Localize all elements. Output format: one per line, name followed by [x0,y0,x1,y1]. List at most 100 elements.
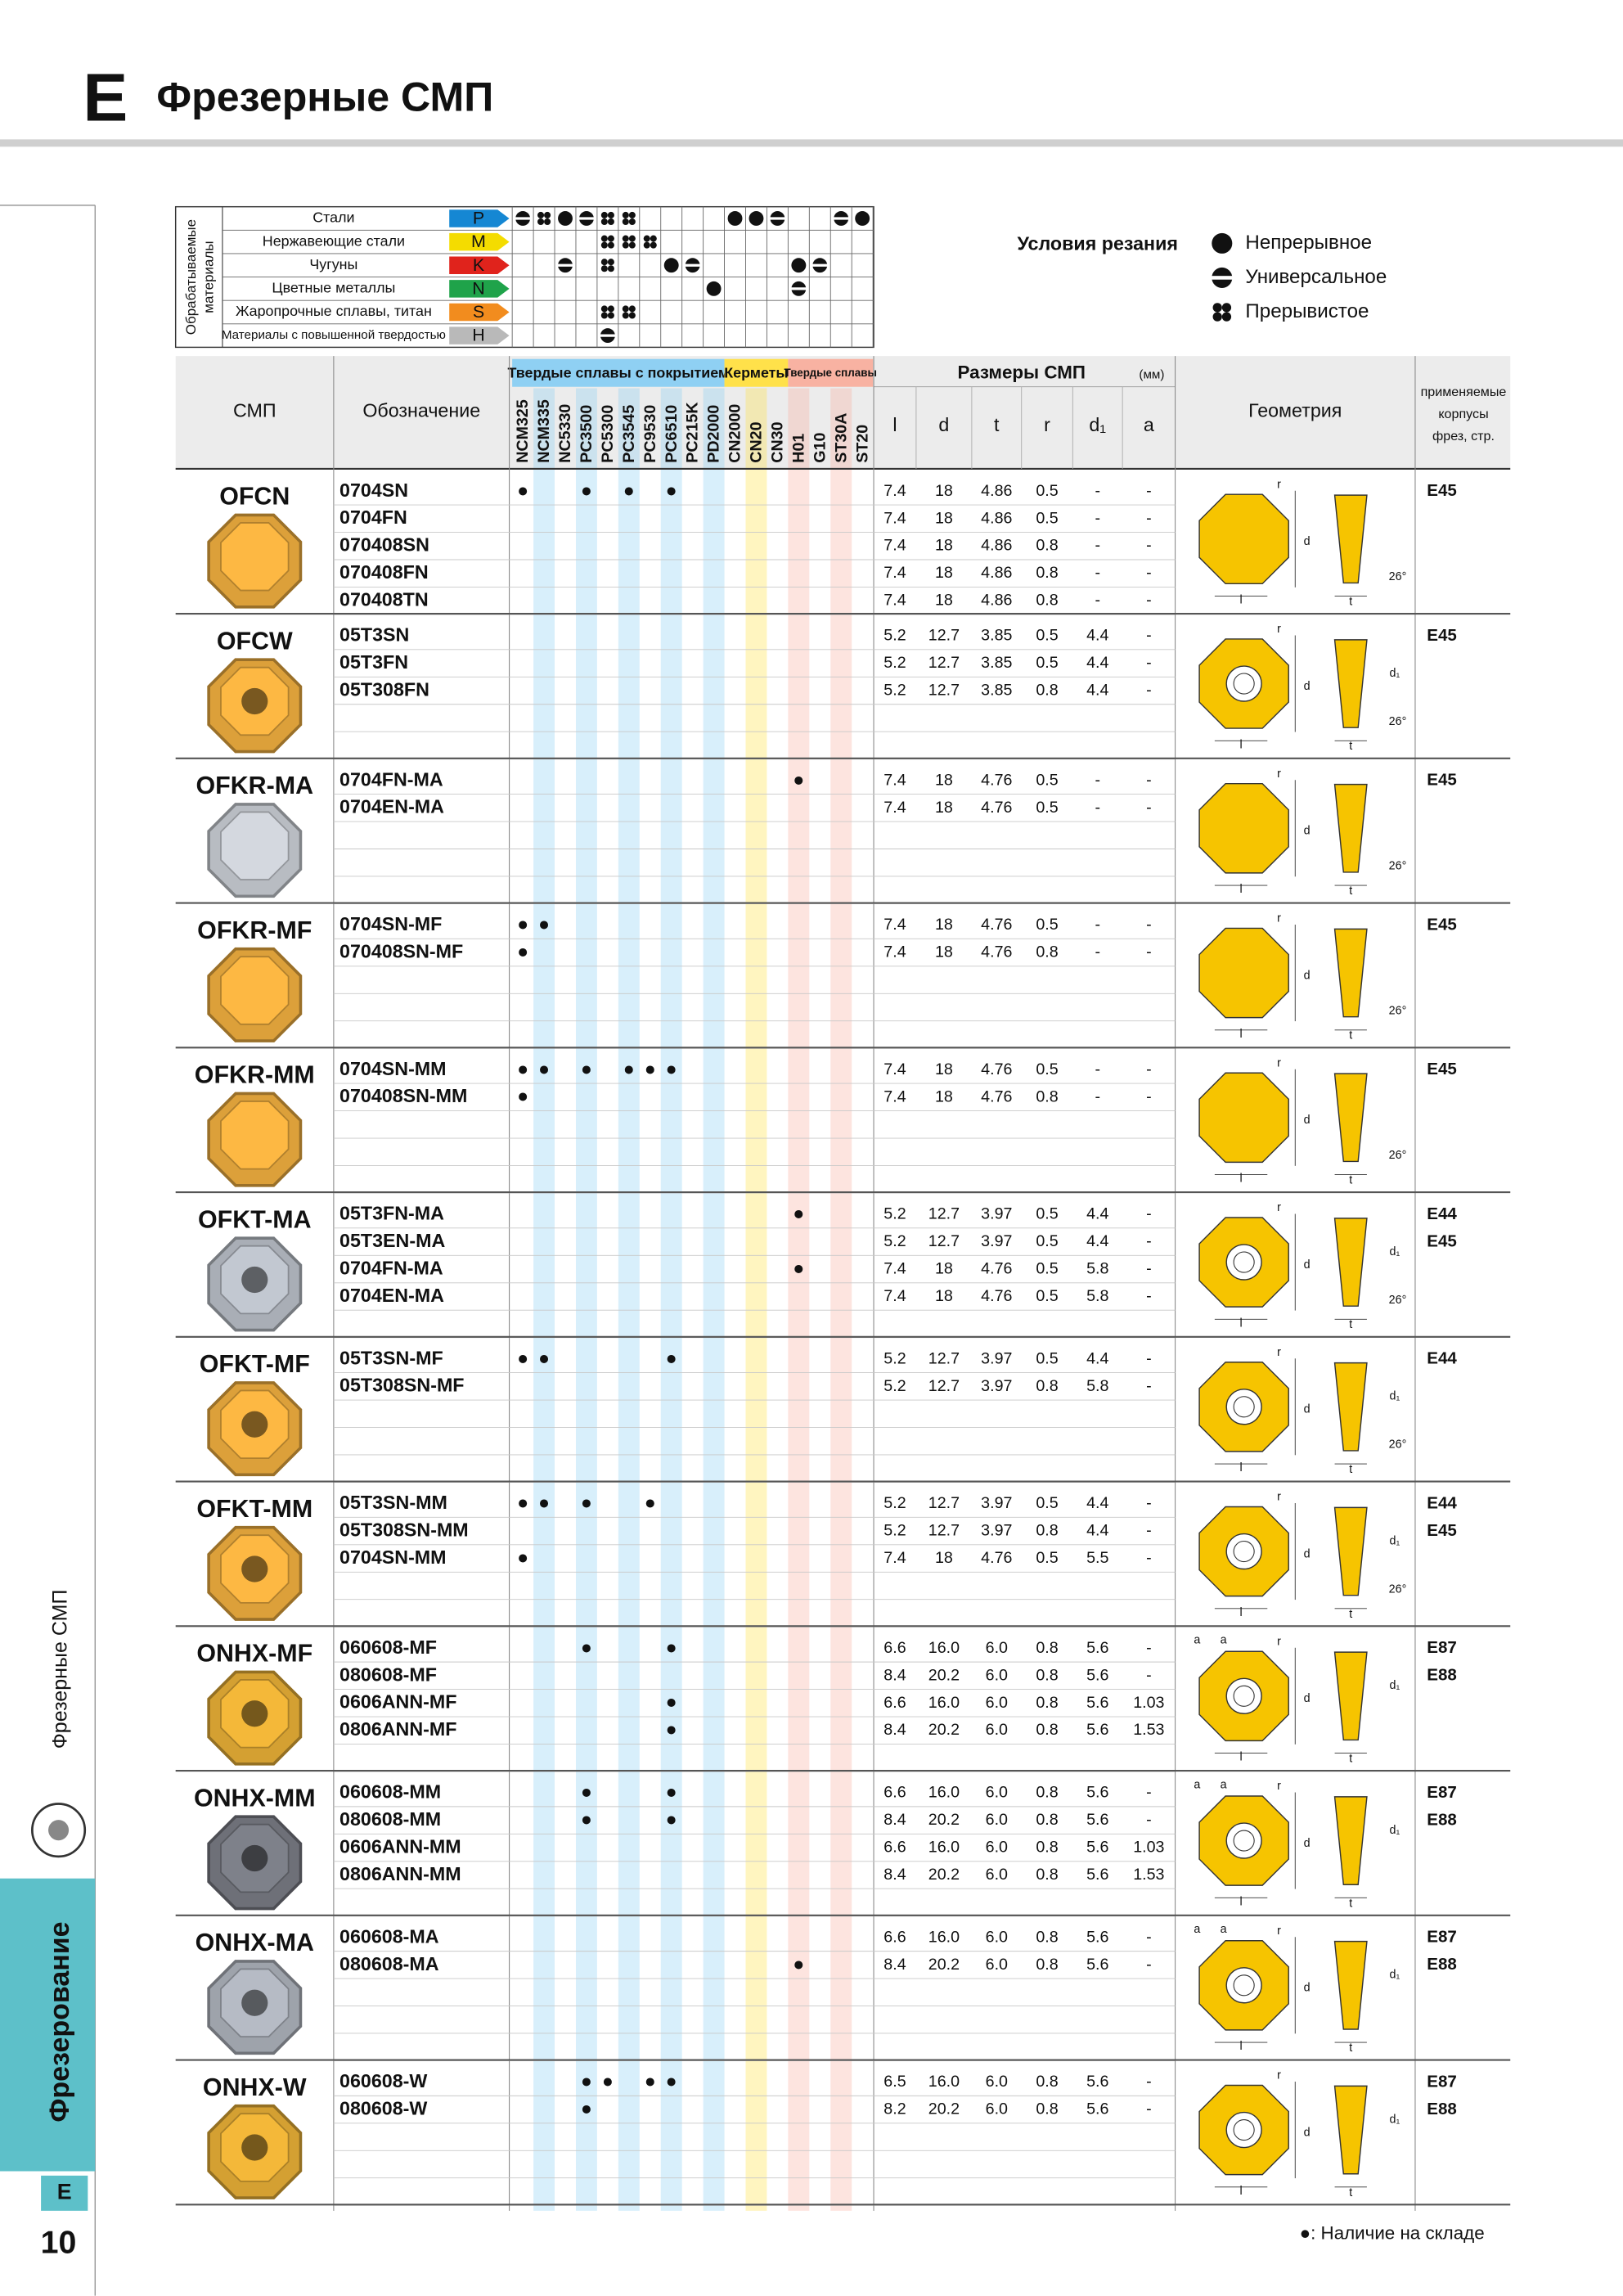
grade-stripe [533,388,555,2211]
grade-stripe [745,388,767,2211]
dim-value: 4.86 [981,482,1012,500]
col-geometry: Геометрия [1248,399,1342,421]
symbol-interrupted [643,241,650,249]
condition-symbol [811,258,829,273]
insert-photo-face [220,1101,290,1170]
condition-symbol [768,211,787,226]
geometry-label: 26° [1389,1004,1407,1017]
symbol-continuous [749,211,764,226]
dim-value: 8.4 [883,1956,906,1974]
symbol-interrupted [607,241,614,249]
dim-value: 4.86 [981,564,1012,582]
page-title: Фрезерные СМП [156,74,493,119]
symbol-interrupted [650,235,657,242]
condition-symbol [1210,267,1234,288]
dim-value: - [1146,1287,1152,1305]
dim-value: 16.0 [928,1839,960,1857]
dim-value: - [1095,771,1100,789]
stock-mark: ● [517,1546,528,1568]
dim-value: 18 [935,1060,953,1078]
body-ref: E88 [1427,1666,1457,1685]
dim-value: 6.6 [883,1639,906,1657]
dim-value: 4.76 [981,1060,1012,1078]
symbol-interrupted [607,259,614,266]
geometry-side [1333,1362,1368,1452]
geometry-label: 26° [1389,1582,1407,1596]
dim-value: 18 [935,771,953,789]
insert-code: 0704SN-MF [339,913,442,934]
geometry-label: l [1239,1317,1242,1330]
dim-value: 12.7 [928,681,960,699]
geometry-label: l [1239,1606,1242,1619]
geometry-label: t [1349,1608,1352,1621]
insert-code: 060608-W [339,2070,427,2091]
geometry-label: t [1349,1897,1352,1910]
geometry-top [1198,927,1289,1019]
dim-value: 4.4 [1086,654,1108,672]
insert-photo-face [220,956,290,1025]
grade-stripe [660,388,682,2211]
geometry-label: t [1349,885,1352,898]
geometry-label: a [1221,1923,1227,1936]
dim-value: 18 [935,916,953,934]
dim-value: 7.4 [883,509,906,527]
geometry-label: l [1239,1461,1242,1474]
stock-mark: ● [517,1492,528,1513]
condition-symbol [622,211,636,226]
insert-photo-hole [241,687,268,715]
material-tag [449,280,510,298]
dim-value: - [1146,592,1152,610]
dim-value: 18 [935,592,953,610]
dim-value: - [1146,1928,1152,1946]
dim-value: 0.8 [1036,1522,1058,1540]
insert-code: 070408TN [339,589,429,610]
dim-value: 5.6 [1086,1956,1108,1974]
geometry-hole-in [1233,1830,1255,1852]
insert-name: OFKR-MF [197,916,312,944]
dim-value: 0.8 [1036,1928,1058,1946]
dim-value: 0.8 [1036,1721,1058,1739]
dim-value: 7.4 [883,1549,906,1567]
dim-value: 4.4 [1086,1494,1108,1512]
dim-value: 5.2 [883,1377,906,1395]
dim-value: 3.97 [981,1349,1012,1367]
symbol-interrupted [628,235,636,242]
insert-name: OFKT-MF [200,1350,310,1378]
dim-value: 5.6 [1086,1866,1108,1884]
stock-mark: ● [623,479,635,501]
dim-value: 6.0 [986,1694,1008,1712]
dim-value: - [1146,654,1152,672]
dim-value: 7.4 [883,943,906,961]
body-ref: E45 [1427,1060,1457,1078]
legend-item: Непрерывное [1245,232,1372,254]
col-insert: СМП [233,399,276,421]
stock-mark: ● [793,1203,804,1224]
body-ref: E45 [1427,481,1457,500]
body-ref: E45 [1427,771,1457,790]
symbol-interrupted [622,241,629,249]
condition-symbol [600,305,614,319]
grade-name: NC5330 [556,404,574,463]
geometry-label: r [1277,1201,1281,1214]
sidebar-chapter: Фрезерование [44,1921,75,2122]
dim-value: - [1146,916,1152,934]
geometry-label: d₁ [1390,1245,1400,1258]
dim-value: - [1146,799,1152,817]
geometry-top [1198,493,1289,585]
stock-mark: ● [517,1058,528,1079]
dim-value: - [1146,482,1152,500]
stock-mark: ● [666,1347,677,1368]
symbol-interrupted [628,211,636,218]
geometry-label: d₁ [1390,1969,1400,1982]
geometry-label: r [1277,623,1281,636]
dim-value: 0.5 [1036,654,1058,672]
insert-name: ONHX-MF [196,1640,312,1668]
insert-code: 0704SN [339,479,408,501]
dim-value: 5.2 [883,1349,906,1367]
col-bodies: фрез, стр. [1432,429,1495,443]
dim-value: 12.7 [928,1205,960,1223]
geometry-label: t [1349,1318,1352,1331]
grade-group-bg [724,358,789,387]
dim-value: - [1146,1666,1152,1684]
geometry-label: a [1221,1778,1227,1791]
